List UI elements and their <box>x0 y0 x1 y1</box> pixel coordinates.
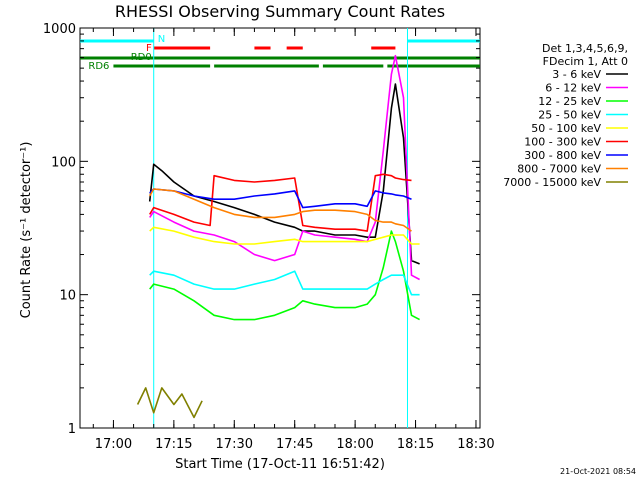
legend-label: 50 - 100 keV <box>531 122 601 135</box>
legend-label: 25 - 50 keV <box>538 109 601 122</box>
y-tick-label: 1000 <box>43 22 76 37</box>
series-line <box>136 387 203 419</box>
legend-label: 800 - 7000 keV <box>517 163 601 176</box>
x-tick-label: 18:15 <box>397 437 434 452</box>
series-line <box>149 226 420 245</box>
x-axis-label: Start Time (17-Oct-11 16:51:42) <box>175 457 385 472</box>
legend: Det 1,3,4,5,6,9,FDecim 1, Att 03 - 6 keV… <box>503 42 628 189</box>
series-line <box>149 270 420 296</box>
legend-header: FDecim 1, Att 0 <box>543 55 628 68</box>
plot-frame <box>79 27 481 429</box>
plot-timestamp: 21-Oct-2021 08:54 <box>560 467 636 476</box>
flag-label-f: F <box>146 43 152 54</box>
y-tick-label: 1 <box>68 422 76 437</box>
x-tick-label: 17:30 <box>216 437 253 452</box>
x-tick-label: 17:00 <box>95 437 132 452</box>
series-line <box>149 188 412 209</box>
flag-label-n: N <box>158 34 165 45</box>
axis-ticks: 17:00 17:15 17:30 17:45 18:00 18:15 18:30 1 10 10… <box>43 22 495 452</box>
data-series <box>136 54 420 419</box>
y-axis-label: Count Rate (s⁻¹ detector⁻¹) <box>19 142 34 319</box>
legend-label: 7000 - 15000 keV <box>503 176 601 189</box>
x-tick-label: 17:15 <box>155 437 192 452</box>
y-tick-label: 10 <box>59 289 76 304</box>
x-tick-label: 18:00 <box>336 437 373 452</box>
flag-label-rd0: RD0 <box>131 52 152 63</box>
series-line <box>149 230 420 321</box>
x-tick-label: 18:30 <box>457 437 494 452</box>
series-line <box>149 54 420 281</box>
legend-label: 6 - 12 keV <box>545 82 601 95</box>
legend-label: 12 - 25 keV <box>538 95 601 108</box>
series-line <box>149 188 412 232</box>
flag-label-rd6: RD6 <box>88 61 109 72</box>
legend-label: 3 - 6 keV <box>552 68 601 81</box>
series-line <box>149 173 412 232</box>
y-tick-label: 100 <box>51 155 76 170</box>
series-line <box>148 83 420 265</box>
legend-header: Det 1,3,4,5,6,9, <box>542 42 628 55</box>
chart-title: RHESSI Observing Summary Count Rates <box>115 2 445 21</box>
legend-label: 100 - 300 keV <box>524 136 601 149</box>
x-tick-label: 17:45 <box>276 437 313 452</box>
legend-label: 300 - 800 keV <box>524 149 601 162</box>
